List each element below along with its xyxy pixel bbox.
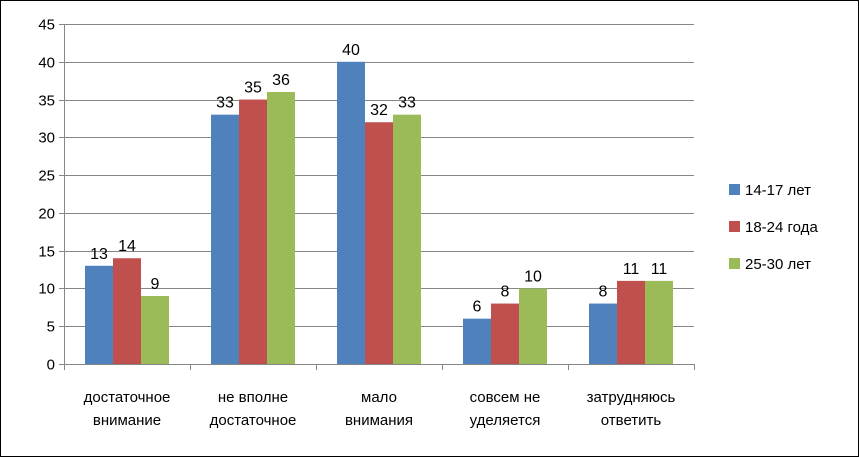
bar (617, 280, 645, 364)
data-label: 6 (473, 299, 482, 316)
x-category-label: внимание (93, 412, 161, 429)
bars (85, 61, 673, 365)
y-tick-label: 20 (38, 206, 55, 223)
data-label: 36 (272, 72, 290, 89)
legend-label: 25-30 лет (745, 256, 811, 273)
bar (239, 99, 267, 365)
y-tick-label: 5 (47, 319, 55, 336)
legend-label: 18-24 года (745, 219, 818, 236)
y-tick-label: 45 (38, 17, 55, 34)
x-category-label: затрудняюсь (587, 389, 676, 406)
x-category-label: мало (361, 389, 397, 406)
x-category-label: достаточное (210, 412, 297, 429)
x-category-label: ответить (601, 412, 662, 429)
bar (519, 288, 547, 364)
y-tick-label: 10 (38, 281, 55, 298)
data-label: 35 (244, 80, 262, 97)
y-tick-label: 30 (38, 130, 55, 147)
bar (211, 114, 239, 365)
bar (589, 303, 617, 364)
axes (59, 24, 695, 370)
x-category-label: совсем не (470, 389, 541, 406)
bar (85, 265, 113, 364)
y-tick-label: 35 (38, 93, 55, 110)
y-tick-labels: 0 5 10 15 20 25 30 35 40 45 (38, 17, 55, 374)
data-label: 9 (151, 276, 160, 293)
bar (463, 318, 491, 364)
data-label: 33 (398, 95, 416, 112)
legend-swatch (729, 258, 740, 269)
data-label: 8 (599, 284, 608, 301)
bar (491, 303, 519, 364)
data-label: 14 (118, 238, 136, 255)
data-label: 11 (651, 261, 668, 278)
x-category-label: уделяется (470, 412, 541, 429)
legend-swatch (729, 221, 740, 232)
bar (645, 280, 673, 364)
y-tick-label: 25 (38, 168, 55, 185)
legend: 14-17 лет 18-24 года 25-30 лет (729, 182, 818, 273)
bar (365, 122, 393, 364)
x-category-label: достаточное (84, 389, 171, 406)
data-labels: 13 14 9 33 35 36 40 32 33 6 8 10 8 11 11 (90, 42, 667, 316)
data-label: 11 (623, 261, 640, 278)
data-label: 8 (501, 284, 510, 301)
data-label: 10 (524, 268, 542, 285)
bar (113, 258, 141, 364)
y-tick-label: 15 (38, 244, 55, 261)
x-category-label: внимания (345, 412, 413, 429)
data-label: 40 (342, 42, 360, 59)
y-tick-label: 40 (38, 55, 55, 72)
legend-label: 14-17 лет (745, 182, 811, 199)
x-category-label: не вполне (218, 389, 288, 406)
bar (267, 92, 295, 364)
data-label: 13 (90, 246, 108, 263)
bar (337, 61, 365, 365)
data-label: 32 (370, 102, 388, 119)
y-tick-label: 0 (47, 357, 55, 374)
data-label: 33 (216, 95, 234, 112)
legend-swatch (729, 184, 740, 195)
bar (393, 114, 421, 365)
x-category-labels: достаточное внимание не вполне достаточное м… (84, 389, 676, 429)
bar (141, 296, 169, 364)
